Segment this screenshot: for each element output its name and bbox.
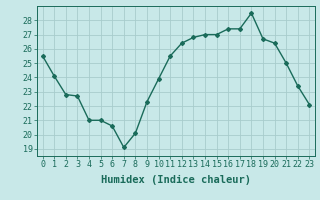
X-axis label: Humidex (Indice chaleur): Humidex (Indice chaleur)	[101, 175, 251, 185]
